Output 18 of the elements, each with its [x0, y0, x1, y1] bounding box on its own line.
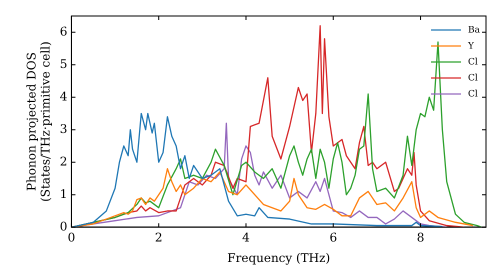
legend-label: Y: [467, 41, 476, 52]
legend-label: Cl: [468, 57, 478, 68]
y-tick-label: 3: [60, 122, 68, 136]
x-tick-label: 6: [329, 230, 338, 245]
y-tick-label: 2: [60, 154, 68, 168]
x-tick-label: 4: [242, 230, 250, 245]
legend-label: Ba: [468, 25, 481, 36]
y-tick-label: 6: [60, 24, 68, 38]
y-tick-label: 0: [60, 219, 68, 234]
legend-label: Cl: [468, 73, 478, 84]
legend-label: Cl: [468, 89, 478, 100]
y-axis-title: Phonon projected DOS (States/THz·primitive cell): [24, 41, 53, 202]
x-axis-title: Frequency (THz): [227, 250, 330, 265]
x-tick-label: 2: [154, 230, 163, 245]
y-tick-label: 4: [60, 89, 68, 104]
y-tick-label: 1: [60, 186, 68, 201]
x-tick-label: 8: [416, 230, 424, 245]
y-tick-label: 5: [60, 56, 68, 71]
